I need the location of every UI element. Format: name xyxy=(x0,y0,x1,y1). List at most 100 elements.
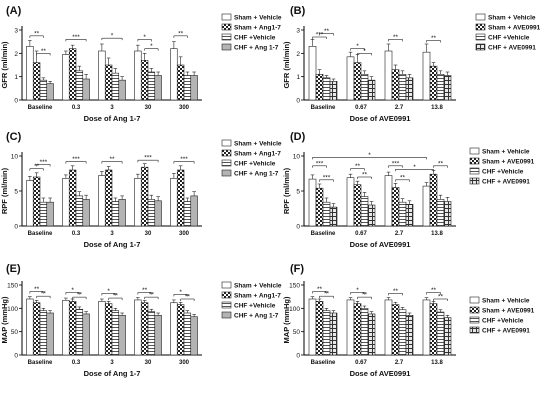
bar xyxy=(405,77,414,101)
legend: Sham + Vehicle Sham + AVE0991 CHF +Vehicle… xyxy=(469,147,535,186)
bar xyxy=(26,46,34,101)
bar xyxy=(429,173,438,227)
sig-label: * xyxy=(356,287,359,294)
bar xyxy=(190,316,198,356)
legend-swatch xyxy=(469,147,480,155)
sig-label: ** xyxy=(324,28,330,35)
legend-entry: CHF +Vehicle xyxy=(488,35,530,42)
bar xyxy=(367,313,376,356)
legend-swatch xyxy=(221,149,232,157)
x-tick-label: Baseline xyxy=(311,105,336,111)
bar xyxy=(104,303,113,356)
bar xyxy=(154,315,162,356)
legend: Sham + Vehicle Sham + AVE0991 CHF +Vehicle… xyxy=(469,296,535,335)
bar xyxy=(62,300,70,356)
x-tick-label: 2.7 xyxy=(395,231,404,237)
y-tick-label: 0 xyxy=(14,353,18,360)
legend-entry: Sham + Vehicle xyxy=(482,149,530,156)
bar xyxy=(429,65,438,101)
legend-entry: Sham + Vehicle xyxy=(234,15,282,22)
bar xyxy=(422,299,431,356)
legend-swatch xyxy=(221,281,232,289)
bar xyxy=(384,175,393,227)
bar xyxy=(405,204,414,227)
bar xyxy=(118,315,126,356)
bar xyxy=(134,178,142,227)
sig-label: ** xyxy=(185,294,191,301)
y-tick-label: 50 xyxy=(293,329,301,336)
sig-label: ** xyxy=(362,292,368,299)
legend-swatch xyxy=(469,177,480,185)
bar xyxy=(190,195,198,227)
sig-label: * xyxy=(143,34,146,41)
legend-swatch xyxy=(221,159,232,167)
legend-swatch xyxy=(469,157,480,165)
legend-swatch xyxy=(469,316,480,324)
legend-swatch xyxy=(475,23,486,31)
sig-label: * xyxy=(356,43,359,50)
x-tick-label: 0.3 xyxy=(72,231,81,237)
bar xyxy=(391,69,400,101)
legend: Sham + Vehicle Sham + Ang1-7 CHF +Vehicle C… xyxy=(221,281,282,320)
bar xyxy=(118,199,126,227)
legend-entry: Sham + Vehicle xyxy=(482,298,530,305)
legend-swatch xyxy=(221,169,232,177)
sig-label: * xyxy=(150,43,153,50)
bar xyxy=(308,46,317,101)
x-tick-label: 13.8 xyxy=(431,231,443,237)
y-tick-label: 0 xyxy=(296,224,300,231)
x-tick-label: 0.3 xyxy=(72,360,81,366)
bar xyxy=(360,196,369,227)
panel-b: (B) 0 1 2 3 GFR (ml/min) Baseline 0.67 2.7 13.8 Do… xyxy=(282,5,541,123)
bar xyxy=(170,48,178,101)
bar xyxy=(183,75,192,101)
legend-swatch xyxy=(469,326,480,334)
legend-entry: CHF + Ang 1-7 xyxy=(234,171,279,178)
y-tick-label: 150 xyxy=(289,283,300,290)
y-tick-label: 0 xyxy=(296,98,300,105)
panel-label: (A) xyxy=(6,5,22,17)
panel-e: (E) 0 50 100 150 MAP (mmHg) Baseline 0.3 3 30 300 D… xyxy=(0,263,282,378)
bar xyxy=(98,301,106,356)
bar xyxy=(111,72,120,101)
bar xyxy=(68,48,77,101)
bar xyxy=(398,74,407,101)
bar xyxy=(140,302,149,356)
y-tick-label: 100 xyxy=(7,306,18,313)
bar xyxy=(46,83,54,101)
y-axis-label: GFR (ml/min) xyxy=(282,41,291,89)
bar xyxy=(170,178,178,227)
legend-swatch xyxy=(221,301,232,309)
bar xyxy=(398,201,407,227)
bar xyxy=(176,64,185,101)
bar xyxy=(443,317,452,356)
bar xyxy=(82,78,90,101)
bar xyxy=(422,185,431,227)
sig-label: * xyxy=(111,33,114,40)
bar xyxy=(190,75,198,101)
bar xyxy=(32,176,41,227)
x-tick-label: Baseline xyxy=(28,360,53,366)
legend-entry: CHF + AVE0991 xyxy=(488,45,536,52)
x-tick-label: 30 xyxy=(145,231,152,237)
bar xyxy=(443,201,452,227)
x-tick-label: 300 xyxy=(179,105,190,111)
bar xyxy=(32,62,41,101)
sig-label: * xyxy=(107,288,110,295)
sig-label: ** xyxy=(393,288,399,295)
bar xyxy=(154,200,162,227)
x-tick-label: Baseline xyxy=(28,231,53,237)
legend-entry: CHF + Ang 1-7 xyxy=(234,45,279,52)
bar xyxy=(360,308,369,356)
bar xyxy=(154,75,162,101)
sig-label: ** xyxy=(142,287,148,294)
sig-label: ** xyxy=(317,286,323,293)
sig-label: ** xyxy=(438,294,444,301)
legend-entry: CHF + AVE0991 xyxy=(482,179,530,186)
x-tick-label: 3 xyxy=(110,231,114,237)
legend-entry: Sham + AVE0991 xyxy=(482,308,535,315)
sig-label: ** xyxy=(178,30,184,37)
bar xyxy=(391,304,400,356)
bar xyxy=(170,302,178,356)
